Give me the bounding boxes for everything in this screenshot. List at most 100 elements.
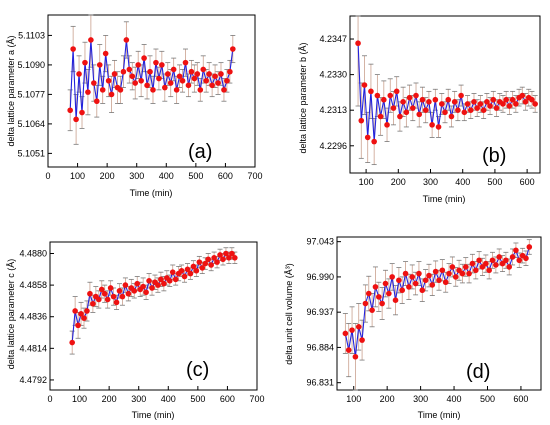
data-point	[461, 109, 468, 116]
data-point	[72, 308, 78, 314]
y-tick-label: 4.2347	[319, 34, 347, 44]
panel-d-ylabel: delta unit cell volume (Å³)	[284, 263, 294, 365]
data-point	[169, 269, 176, 275]
data-point	[107, 285, 114, 291]
x-tick-label: 400	[159, 171, 174, 181]
panel-b-xlabel: Time (min)	[423, 194, 466, 204]
x-tick-label: 200	[380, 394, 395, 404]
data-point	[96, 62, 103, 68]
x-tick-label: 200	[100, 171, 115, 181]
data-point	[384, 122, 390, 128]
data-point	[513, 247, 519, 254]
x-tick-label: 500	[190, 394, 205, 404]
data-point	[93, 98, 100, 105]
y-tick-label: 96.990	[306, 272, 334, 282]
data-point	[390, 105, 397, 111]
data-point	[409, 105, 416, 111]
y-tick-label: 4.4836	[19, 312, 47, 322]
data-point	[196, 259, 203, 265]
data-point	[203, 77, 210, 84]
data-point	[397, 113, 403, 120]
data-point	[181, 273, 188, 280]
data-point	[178, 267, 185, 274]
x-tick-label: 400	[447, 394, 462, 404]
data-point	[382, 280, 389, 287]
panel-d-ticks: 100 200 300 400 500 600 96.831 96.884 96.937 96.9…	[306, 237, 528, 404]
data-point	[205, 256, 212, 263]
x-tick-label: 600	[513, 394, 528, 404]
data-point	[436, 277, 442, 284]
data-point	[342, 330, 349, 337]
data-point	[209, 82, 215, 89]
data-point	[102, 50, 109, 57]
y-tick-label: 5.1090	[17, 60, 45, 70]
panel-c-series	[69, 250, 238, 346]
data-point	[503, 96, 509, 103]
data-point	[75, 322, 81, 329]
data-point	[506, 103, 513, 109]
data-point	[105, 77, 112, 84]
data-point	[426, 99, 432, 105]
panel-d-series	[342, 244, 533, 360]
data-point	[194, 71, 201, 77]
data-point	[489, 257, 496, 264]
data-point	[182, 59, 189, 66]
data-point	[122, 282, 129, 288]
data-point	[226, 255, 232, 261]
data-point	[352, 353, 359, 360]
data-point	[120, 68, 127, 75]
data-point	[442, 109, 448, 116]
data-point	[365, 290, 372, 297]
data-point	[452, 274, 459, 280]
data-point	[232, 255, 238, 261]
panel-d: 100 200 300 400 500 600 96.831 96.884 96.937 96.9…	[284, 236, 542, 420]
data-point	[526, 244, 533, 250]
data-point	[371, 138, 377, 145]
data-point	[218, 71, 224, 77]
data-point	[474, 105, 481, 111]
data-point	[98, 286, 105, 293]
data-point	[462, 264, 469, 270]
data-point	[67, 107, 73, 114]
data-point	[110, 293, 117, 300]
data-point	[449, 264, 456, 270]
data-point	[426, 272, 432, 279]
x-tick-label: 300	[131, 394, 146, 404]
x-tick-label: 500	[188, 171, 203, 181]
data-point	[179, 77, 186, 84]
data-point	[132, 80, 139, 86]
data-point	[95, 296, 102, 303]
data-point	[70, 46, 76, 52]
panel-b-error-bars	[355, 15, 538, 166]
data-point	[211, 255, 217, 261]
data-point	[435, 124, 442, 130]
data-point	[412, 280, 419, 287]
data-point	[484, 99, 490, 105]
data-point	[155, 282, 161, 288]
data-point	[459, 270, 466, 277]
data-point	[355, 324, 362, 330]
data-point	[229, 250, 235, 257]
data-point	[458, 92, 464, 99]
x-tick-label: 600	[520, 177, 535, 187]
x-tick-label: 700	[247, 171, 262, 181]
data-point	[135, 62, 141, 68]
data-point	[176, 73, 183, 80]
data-point	[73, 116, 79, 123]
data-point	[230, 46, 236, 52]
x-tick-label: 0	[47, 394, 52, 404]
panel-c-xlabel: Time (min)	[132, 410, 175, 420]
x-tick-label: 100	[359, 177, 374, 187]
data-point	[429, 122, 435, 128]
data-point	[208, 262, 214, 268]
data-point	[509, 254, 516, 260]
data-point	[158, 276, 164, 283]
data-point	[503, 257, 509, 264]
panel-a: 0 100 200 300 400 500 600 700 5.1051 5.1064 5.1077…	[6, 14, 263, 198]
data-point	[126, 66, 133, 73]
data-point	[413, 92, 419, 99]
y-tick-label: 4.2296	[319, 141, 347, 151]
data-point	[119, 293, 126, 300]
x-tick-label: 200	[391, 177, 406, 187]
y-tick-label: 5.1064	[17, 119, 45, 129]
